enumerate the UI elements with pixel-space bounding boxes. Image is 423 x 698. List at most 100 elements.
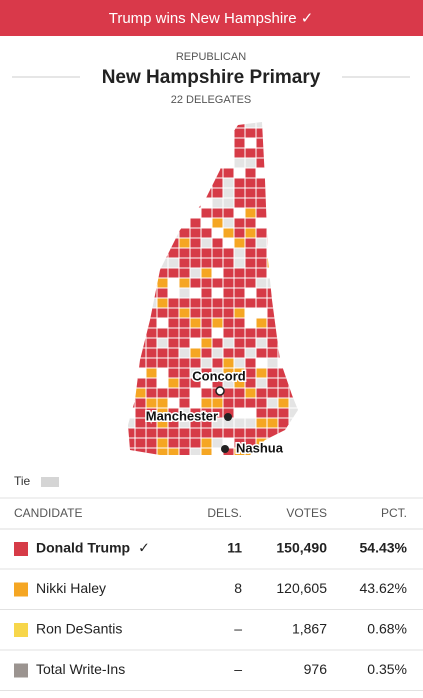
- town: [189, 127, 202, 139]
- town: [211, 217, 224, 229]
- town: [128, 407, 136, 419]
- town: [266, 297, 279, 309]
- town: [300, 228, 311, 238]
- town: [288, 257, 298, 269]
- town: [134, 147, 147, 159]
- town: [233, 247, 246, 259]
- town: [145, 297, 158, 309]
- town: [211, 157, 224, 169]
- town: [222, 307, 235, 319]
- town: [277, 227, 290, 239]
- town: [178, 357, 191, 369]
- town: [266, 177, 279, 189]
- town: [233, 167, 246, 179]
- town: [167, 307, 180, 319]
- town: [200, 237, 213, 249]
- town: [200, 122, 213, 129]
- town: [134, 377, 147, 389]
- town: [145, 257, 158, 269]
- town: [266, 167, 279, 179]
- town: [200, 327, 213, 339]
- town: [233, 427, 246, 439]
- town: [167, 427, 180, 439]
- town: [134, 417, 147, 429]
- town: [300, 208, 311, 218]
- town: [128, 177, 136, 189]
- town: [233, 277, 246, 289]
- town: [167, 447, 180, 455]
- town: [189, 187, 202, 199]
- town: [288, 367, 298, 379]
- town: [178, 337, 191, 349]
- town: [267, 458, 278, 468]
- town: [233, 207, 246, 219]
- town: [300, 338, 311, 348]
- town: [167, 387, 180, 399]
- town: [222, 157, 235, 169]
- cell-votes: 976: [304, 661, 328, 677]
- town: [277, 377, 290, 389]
- town: [167, 167, 180, 179]
- candidate-swatch: [14, 663, 28, 678]
- column-header: CANDIDATE: [14, 506, 82, 520]
- town: [128, 122, 136, 129]
- town: [128, 257, 136, 269]
- town: [266, 147, 279, 159]
- town: [277, 267, 290, 279]
- town: [167, 217, 180, 229]
- town: [288, 427, 298, 439]
- town: [145, 147, 158, 159]
- town: [178, 187, 191, 199]
- city-label: Manchester: [146, 408, 218, 423]
- town: [178, 367, 191, 379]
- town: [167, 147, 180, 159]
- cell-votes: 1,867: [292, 621, 327, 637]
- city-label: Concord: [192, 368, 246, 383]
- town: [128, 447, 136, 455]
- town: [200, 347, 213, 359]
- town: [200, 337, 213, 349]
- town: [189, 307, 202, 319]
- town: [244, 122, 257, 129]
- town: [189, 207, 202, 219]
- town: [288, 247, 298, 259]
- town: [266, 317, 279, 329]
- town: [266, 387, 279, 399]
- town: [134, 157, 147, 169]
- town: [266, 407, 279, 419]
- town: [167, 157, 180, 169]
- town: [288, 207, 298, 219]
- town: [200, 397, 213, 409]
- town: [288, 447, 298, 455]
- town: [178, 157, 191, 169]
- town: [244, 327, 257, 339]
- town: [134, 187, 147, 199]
- town: [244, 227, 257, 239]
- town: [200, 227, 213, 239]
- town: [222, 317, 235, 329]
- town: [156, 267, 169, 279]
- town: [244, 267, 257, 279]
- town: [244, 397, 257, 409]
- town: [233, 287, 246, 299]
- town: [156, 207, 169, 219]
- town: [128, 347, 136, 359]
- town: [222, 177, 235, 189]
- town: [288, 147, 298, 159]
- town: [300, 278, 311, 288]
- town: [156, 307, 169, 319]
- town: [128, 307, 136, 319]
- town: [201, 458, 212, 468]
- town: [255, 427, 268, 439]
- town: [145, 307, 158, 319]
- town: [288, 227, 298, 239]
- town: [300, 138, 311, 148]
- town: [211, 147, 224, 159]
- town: [178, 297, 191, 309]
- town: [233, 397, 246, 409]
- candidate-name: Total Write-Ins: [36, 661, 125, 677]
- town: [300, 298, 311, 308]
- town: [200, 147, 213, 159]
- town: [289, 458, 300, 468]
- town: [255, 257, 268, 269]
